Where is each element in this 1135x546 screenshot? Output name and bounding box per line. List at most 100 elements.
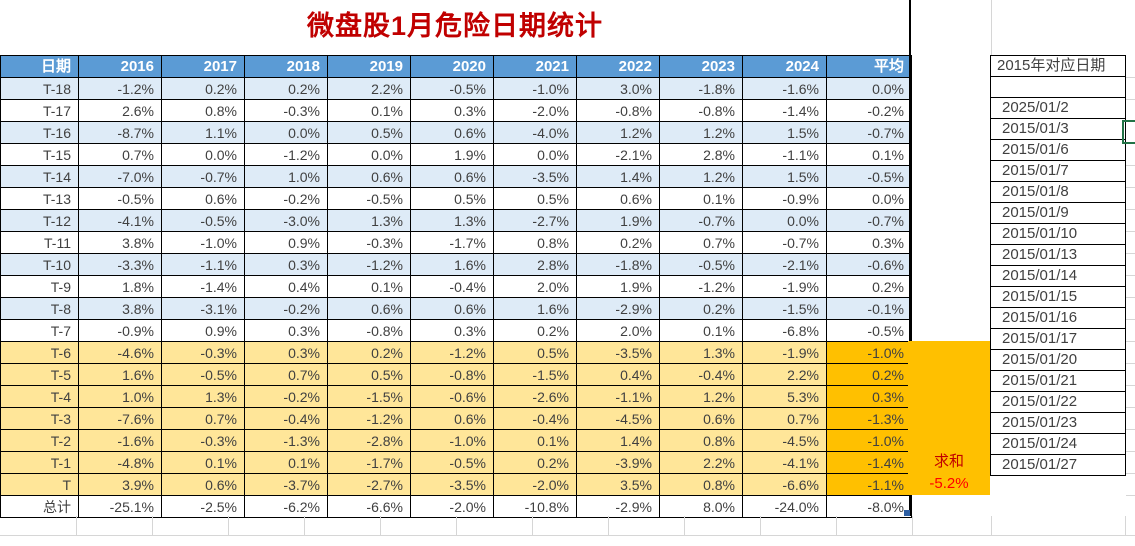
- value-cell[interactable]: -3.3%: [78, 253, 162, 276]
- value-cell[interactable]: -1.7%: [410, 231, 494, 254]
- value-cell[interactable]: 1.3%: [410, 209, 494, 232]
- value-cell[interactable]: 2.8%: [659, 143, 743, 166]
- value-cell[interactable]: -3.7%: [244, 473, 328, 496]
- value-cell[interactable]: 0.7%: [659, 231, 743, 254]
- value-cell[interactable]: 2.2%: [659, 451, 743, 474]
- value-cell[interactable]: 1.3%: [659, 341, 743, 364]
- value-cell[interactable]: -1.4%: [742, 99, 827, 122]
- value-cell[interactable]: 1.1%: [161, 121, 245, 144]
- value-cell[interactable]: 1.5%: [742, 121, 827, 144]
- value-cell[interactable]: 0.5%: [327, 121, 411, 144]
- value-cell[interactable]: -0.8%: [410, 363, 494, 386]
- value-cell[interactable]: 2.2%: [327, 77, 411, 100]
- avg-cell[interactable]: 0.1%: [826, 143, 912, 166]
- fill-handle[interactable]: [904, 510, 910, 516]
- value-cell[interactable]: 0.6%: [576, 187, 660, 210]
- value-cell[interactable]: -1.0%: [493, 77, 577, 100]
- value-cell[interactable]: -3.5%: [576, 341, 660, 364]
- value-cell[interactable]: -0.4%: [244, 407, 328, 430]
- row-label-cell[interactable]: T-15: [0, 143, 79, 166]
- avg-cell[interactable]: 0.0%: [826, 77, 912, 100]
- value-cell[interactable]: -0.2%: [244, 187, 328, 210]
- value-cell[interactable]: -0.2%: [244, 385, 328, 408]
- value-cell[interactable]: -0.8%: [327, 319, 411, 342]
- value-cell[interactable]: -4.1%: [78, 209, 162, 232]
- value-cell[interactable]: 2.0%: [493, 275, 577, 298]
- value-cell[interactable]: 0.4%: [244, 275, 328, 298]
- value-cell[interactable]: 1.8%: [78, 275, 162, 298]
- value-cell[interactable]: 0.7%: [244, 363, 328, 386]
- value-cell[interactable]: 3.5%: [576, 473, 660, 496]
- header-cell[interactable]: 2021: [493, 55, 577, 78]
- value-cell[interactable]: 3.9%: [78, 473, 162, 496]
- value-cell[interactable]: -0.2%: [244, 297, 328, 320]
- value-cell[interactable]: 1.6%: [410, 253, 494, 276]
- row-label-cell[interactable]: T-14: [0, 165, 79, 188]
- avg-cell[interactable]: -0.7%: [826, 209, 912, 232]
- value-cell[interactable]: 3.8%: [78, 231, 162, 254]
- value-cell[interactable]: -0.8%: [659, 99, 743, 122]
- value-cell[interactable]: 0.3%: [410, 99, 494, 122]
- value-cell[interactable]: 0.2%: [493, 319, 577, 342]
- value-cell[interactable]: 0.2%: [327, 341, 411, 364]
- value-cell[interactable]: 0.0%: [161, 143, 245, 166]
- value-cell[interactable]: 0.5%: [493, 187, 577, 210]
- value-cell[interactable]: 1.2%: [659, 121, 743, 144]
- value-cell[interactable]: -2.1%: [576, 143, 660, 166]
- value-cell[interactable]: -0.3%: [161, 429, 245, 452]
- row-label-cell[interactable]: T-10: [0, 253, 79, 276]
- value-cell[interactable]: -10.8%: [493, 495, 577, 518]
- value-cell[interactable]: -0.7%: [742, 231, 827, 254]
- avg-cell[interactable]: 0.2%: [826, 275, 912, 298]
- header-cell[interactable]: 2019: [327, 55, 411, 78]
- value-cell[interactable]: -1.2%: [327, 407, 411, 430]
- avg-cell[interactable]: -0.2%: [826, 99, 912, 122]
- row-label-cell[interactable]: T-1: [0, 451, 79, 474]
- date-cell[interactable]: 2015/01/3: [990, 118, 1126, 140]
- row-label-cell[interactable]: T-9: [0, 275, 79, 298]
- value-cell[interactable]: -3.9%: [576, 451, 660, 474]
- value-cell[interactable]: 2.0%: [576, 319, 660, 342]
- value-cell[interactable]: -2.7%: [327, 473, 411, 496]
- header-cell[interactable]: 2016: [78, 55, 162, 78]
- date-cell[interactable]: [990, 76, 1126, 98]
- date-cell[interactable]: 2015/01/17: [990, 328, 1126, 350]
- value-cell[interactable]: -2.6%: [493, 385, 577, 408]
- value-cell[interactable]: -1.2%: [78, 77, 162, 100]
- header-cell[interactable]: 平均: [826, 55, 912, 78]
- value-cell[interactable]: 0.1%: [161, 451, 245, 474]
- value-cell[interactable]: -1.1%: [742, 143, 827, 166]
- date-cell[interactable]: 2015/01/10: [990, 223, 1126, 245]
- value-cell[interactable]: 0.6%: [410, 407, 494, 430]
- date-cell[interactable]: 2015/01/16: [990, 307, 1126, 329]
- value-cell[interactable]: 0.5%: [410, 187, 494, 210]
- value-cell[interactable]: 0.1%: [493, 429, 577, 452]
- value-cell[interactable]: 1.0%: [244, 165, 328, 188]
- date-cell[interactable]: 2015/01/15: [990, 286, 1126, 308]
- value-cell[interactable]: -7.0%: [78, 165, 162, 188]
- value-cell[interactable]: -0.5%: [161, 209, 245, 232]
- value-cell[interactable]: -0.5%: [410, 77, 494, 100]
- avg-cell[interactable]: 0.3%: [826, 231, 912, 254]
- value-cell[interactable]: -0.7%: [659, 209, 743, 232]
- avg-cell[interactable]: -0.7%: [826, 121, 912, 144]
- avg-cell[interactable]: -0.6%: [826, 253, 912, 276]
- value-cell[interactable]: 1.4%: [576, 165, 660, 188]
- date-cell[interactable]: 2015/01/6: [990, 139, 1126, 161]
- value-cell[interactable]: 3.8%: [78, 297, 162, 320]
- avg-cell[interactable]: 0.2%: [826, 363, 912, 386]
- value-cell[interactable]: -1.5%: [327, 385, 411, 408]
- date-cell[interactable]: 2015/01/13: [990, 244, 1126, 266]
- value-cell[interactable]: -2.8%: [327, 429, 411, 452]
- date-cell[interactable]: 2015/01/20: [990, 349, 1126, 371]
- value-cell[interactable]: 0.6%: [410, 121, 494, 144]
- value-cell[interactable]: 0.7%: [78, 143, 162, 166]
- avg-cell[interactable]: -8.0%: [826, 495, 912, 518]
- value-cell[interactable]: 5.3%: [742, 385, 827, 408]
- value-cell[interactable]: -1.9%: [742, 341, 827, 364]
- value-cell[interactable]: -2.0%: [410, 495, 494, 518]
- value-cell[interactable]: 0.4%: [576, 363, 660, 386]
- value-cell[interactable]: -0.5%: [161, 363, 245, 386]
- value-cell[interactable]: 1.4%: [576, 429, 660, 452]
- avg-cell[interactable]: 0.0%: [826, 187, 912, 210]
